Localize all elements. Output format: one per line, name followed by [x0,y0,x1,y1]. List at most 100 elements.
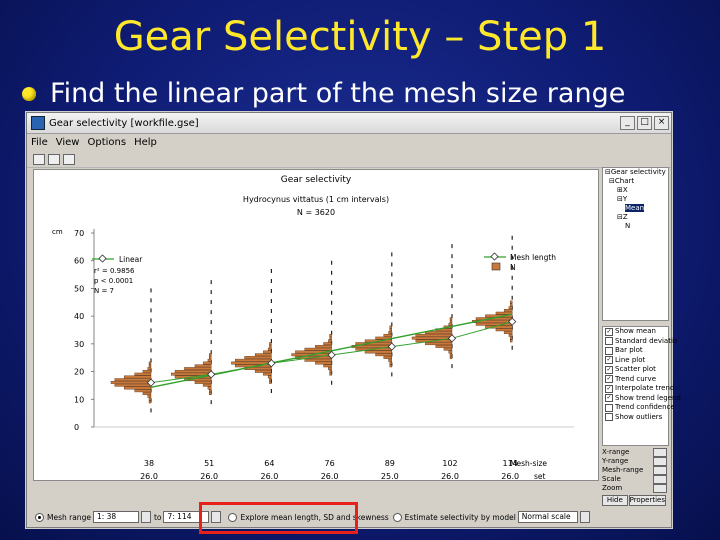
print-icon[interactable] [48,153,60,165]
histogram-bar [207,386,212,390]
chart-n-label: N = 3620 [297,208,335,217]
tree-item-z[interactable]: ⊟Z [617,213,628,221]
y-tick-label: 50 [74,284,84,293]
checkbox-icon[interactable]: ✓ [605,365,613,374]
menu-options[interactable]: Options [87,137,127,148]
tree-label-z: Z [622,213,628,221]
spin-button[interactable] [653,466,667,475]
slide-title: Gear Selectivity – Step 1 [113,14,607,60]
x-second-label: 25.0 [381,472,399,480]
option-label: Show trend legend [615,393,681,402]
mesh-range-radio[interactable] [35,512,44,522]
option-show-outliers[interactable]: Show outliers [603,413,668,423]
checkbox-icon[interactable] [605,403,613,412]
chevron-down-icon[interactable] [211,511,222,523]
option-line-plot[interactable]: ✓ Line plot [603,356,668,366]
mesh-range-label: Mesh range [47,512,91,522]
tree-item-x[interactable]: ⊞X [617,186,628,194]
x-second-label: 26.0 [441,472,459,480]
tree-label-n: N [625,222,631,230]
close-button[interactable]: × [654,116,669,130]
spin-button[interactable] [653,484,667,493]
checkbox-icon[interactable]: ✓ [605,394,613,403]
legend-mean-label: Mesh length [510,253,556,262]
histogram-bar [364,350,393,354]
y-tick-label: 10 [74,395,84,404]
histogram-bar [329,333,332,337]
checkbox-icon[interactable] [605,413,613,422]
tree-item-n[interactable]: N [603,222,668,231]
legend-mean-marker [490,252,499,261]
maximize-button[interactable]: □ [637,116,652,130]
checkbox-icon[interactable]: ✓ [605,356,613,365]
histogram-bar [202,383,212,387]
range-controls: X-range Y-range Mesh-range Scale Zoom Hi… [602,448,667,506]
histogram-bar [194,364,212,368]
option-interpolate-trend[interactable]: ✓ Interpolate trend [603,384,674,394]
histogram-bar [328,339,332,343]
tree-item-mean[interactable]: Mean [603,204,668,213]
checkbox-icon[interactable]: ✓ [605,327,613,336]
histogram-bar [323,364,332,368]
tree-label-mean: Mean [625,204,645,212]
properties-button[interactable]: Properties [628,495,666,506]
option-show-mean[interactable]: ✓ Show mean [603,327,668,337]
minimize-button[interactable]: _ [620,116,635,130]
checkbox-icon[interactable] [605,346,613,355]
checkbox-icon[interactable] [605,337,613,346]
menu-view[interactable]: View [55,137,80,148]
left-legend: Linear r² = 0.9856 p < 0.0001 N = 7 [92,254,143,295]
x-tick-label: 89 [385,459,395,468]
scale-select[interactable]: Normal scale [517,511,578,523]
spin-button[interactable] [653,448,667,457]
copy-icon[interactable] [63,153,75,165]
histogram-bar [134,372,152,376]
option-std-dev[interactable]: Standard deviatio [603,337,677,347]
open-icon[interactable] [33,153,45,165]
legend-linear-label: Linear [119,255,143,264]
option-scatter-plot[interactable]: ✓ Scatter plot [603,365,668,375]
histogram-bar [415,333,453,337]
menu-bar: File View Options Help [27,134,671,151]
option-bar-plot[interactable]: Bar plot [603,346,668,356]
histogram-bar [207,358,212,362]
histogram-bar [389,361,392,365]
histogram-bar [323,342,332,346]
tree-label-root: Gear selectivity [610,168,666,176]
tree-item-y[interactable]: ⊟Y [617,195,628,203]
histogram-bar [424,342,453,346]
chevron-down-icon[interactable] [140,511,151,523]
mesh-to-select[interactable]: 7: 114 [163,511,210,523]
explore-mean-radio[interactable] [228,512,238,522]
histogram-bar [375,353,392,357]
histogram-bar [495,311,513,315]
option-trend-curve[interactable]: ✓ Trend curve [603,375,668,385]
y-tick-label: 0 [74,423,79,432]
histogram-bar [508,333,513,337]
histogram-bar [148,364,152,368]
x-second-label: 26.0 [321,472,339,480]
spin-button[interactable] [653,457,667,466]
menu-file[interactable]: File [31,137,48,148]
tree-item-root[interactable]: ⊟Gear selectivity [605,168,666,176]
stat-r2: r² = 0.9856 [94,267,135,275]
explore-mean-label: Explore mean length, SD and skewness [240,512,389,522]
option-trend-confidence[interactable]: Trend confidence [603,403,675,413]
x-second-label: 26.0 [200,472,218,480]
histogram-bar [269,381,272,384]
toolbar [27,151,671,168]
estimate-model-radio[interactable] [392,512,402,522]
y-tick-label: 60 [74,257,84,266]
ctrl-zoom: Zoom [602,484,667,493]
ctrl-label: Zoom [602,484,623,492]
tree-item-chart[interactable]: ⊟Chart [609,177,635,185]
hide-button[interactable]: Hide [602,495,628,506]
spin-button[interactable] [653,475,667,484]
option-trend-legend[interactable]: ✓ Show trend legend [603,394,681,404]
checkbox-icon[interactable]: ✓ [605,384,613,393]
chevron-down-icon[interactable] [579,511,590,523]
mesh-from-select[interactable]: 1: 38 [92,511,139,523]
bullet-icon [22,86,36,101]
menu-help[interactable]: Help [134,137,157,148]
checkbox-icon[interactable]: ✓ [605,375,613,384]
